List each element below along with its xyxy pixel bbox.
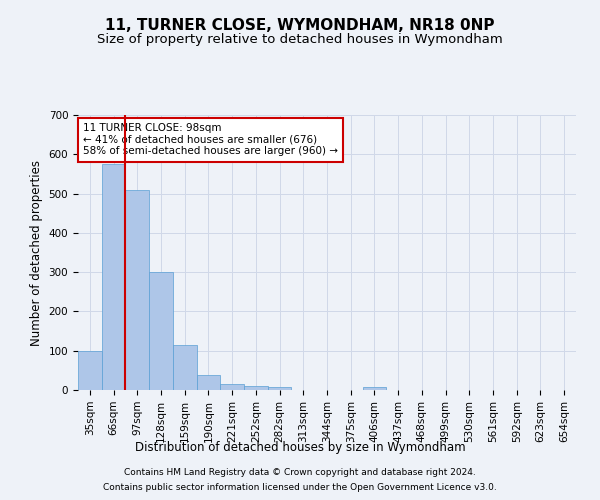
Bar [244, 386, 268, 390]
Text: Contains HM Land Registry data © Crown copyright and database right 2024.: Contains HM Land Registry data © Crown c… [124, 468, 476, 477]
Bar [173, 345, 197, 390]
Text: Distribution of detached houses by size in Wymondham: Distribution of detached houses by size … [134, 441, 466, 454]
Bar [362, 387, 386, 390]
Text: 11, TURNER CLOSE, WYMONDHAM, NR18 0NP: 11, TURNER CLOSE, WYMONDHAM, NR18 0NP [105, 18, 495, 32]
Text: 11 TURNER CLOSE: 98sqm
← 41% of detached houses are smaller (676)
58% of semi-de: 11 TURNER CLOSE: 98sqm ← 41% of detached… [83, 123, 338, 156]
Text: Size of property relative to detached houses in Wymondham: Size of property relative to detached ho… [97, 32, 503, 46]
Bar [125, 190, 149, 390]
Bar [220, 384, 244, 390]
Bar [102, 164, 125, 390]
Text: Contains public sector information licensed under the Open Government Licence v3: Contains public sector information licen… [103, 483, 497, 492]
Bar [268, 387, 292, 390]
Bar [197, 376, 220, 390]
Bar [78, 350, 102, 390]
Bar [149, 272, 173, 390]
Y-axis label: Number of detached properties: Number of detached properties [30, 160, 43, 346]
